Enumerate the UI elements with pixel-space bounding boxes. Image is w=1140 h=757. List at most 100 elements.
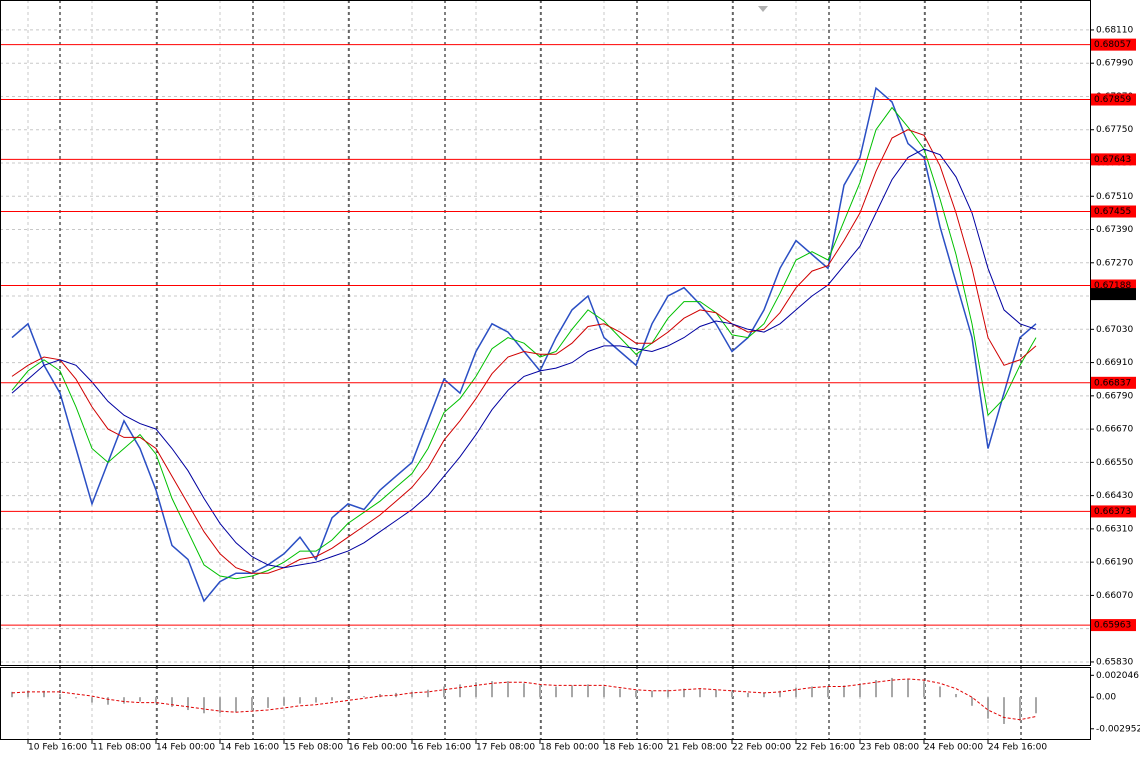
macd-bar (1035, 697, 1037, 714)
macd-bar (731, 691, 733, 698)
macd-bar (859, 683, 861, 698)
y-tick-label: -0.002952 (1096, 724, 1140, 734)
macd-bar (235, 697, 237, 713)
x-tick-label: 24 Feb 16:00 (988, 743, 1047, 753)
macd-bar (283, 697, 285, 706)
moving-average (11, 129, 1037, 574)
y-tick-label: 0.66670 (1096, 425, 1133, 435)
y-tick-label: 0.00 (1096, 693, 1116, 703)
macd-bar (891, 677, 893, 698)
macd-bar (139, 697, 141, 702)
level-label: 0.68057 (1094, 40, 1131, 50)
macd-bar (971, 697, 973, 706)
x-tick-label: 22 Feb 16:00 (796, 743, 855, 753)
macd-bar (779, 690, 781, 698)
y-tick-label: 0.67270 (1096, 258, 1133, 268)
y-tick-label: 0.67510 (1096, 192, 1133, 202)
x-tick-label: 15 Feb 08:00 (284, 743, 343, 753)
y-tick-label: 0.66070 (1096, 591, 1133, 601)
level-label-box (1091, 153, 1136, 166)
macd-bar (363, 696, 365, 698)
level-label: 0.66837 (1094, 378, 1131, 388)
x-tick-label: 16 Feb 00:00 (348, 743, 407, 753)
macd-bar (299, 697, 301, 704)
macd-bar (91, 697, 93, 703)
y-tick-label: 0.67030 (1096, 325, 1133, 335)
level-label: 0.65963 (1094, 621, 1131, 631)
x-tick-label: 22 Feb 00:00 (732, 743, 791, 753)
moving-average (11, 148, 1037, 569)
macd-bar (155, 697, 157, 703)
macd-bar (603, 686, 605, 698)
macd-bar (907, 679, 909, 698)
macd-bar (523, 683, 525, 698)
x-tick-label: 10 Feb 16:00 (28, 743, 87, 753)
macd-bar (11, 691, 13, 698)
macd-bar (331, 697, 333, 701)
macd-bar (699, 688, 701, 698)
macd-bar (555, 686, 557, 698)
macd-bar (619, 688, 621, 698)
x-tick-label: 11 Feb 08:00 (92, 743, 151, 753)
macd-bar (587, 684, 589, 698)
macd-bar (1019, 697, 1021, 721)
macd-bar (987, 697, 989, 719)
macd-bar (123, 697, 125, 704)
y-tick-label: 0.67390 (1096, 225, 1133, 235)
macd-bar (939, 686, 941, 698)
macd-bar (651, 690, 653, 698)
macd-bar (507, 681, 509, 698)
macd-bar (811, 686, 813, 698)
macd-bar (459, 684, 461, 698)
moving-average (11, 106, 1037, 580)
macd-bar (875, 680, 877, 698)
macd-bar (571, 685, 573, 698)
macd-bar (171, 697, 173, 707)
y-tick-label: 0.66430 (1096, 491, 1133, 501)
macd-bar (1003, 697, 1005, 724)
level-label: 0.67455 (1094, 207, 1131, 217)
y-tick-label: 0.65830 (1096, 657, 1133, 667)
y-tick-label: 0.67750 (1096, 125, 1133, 135)
level-label: 0.67859 (1094, 95, 1131, 105)
level-label-box (1091, 205, 1136, 218)
y-tick-label: 0.66790 (1096, 391, 1133, 401)
macd-bar (827, 686, 829, 698)
macd-bar (763, 692, 765, 698)
y-tick-label: 0.67990 (1096, 59, 1133, 69)
macd-bar (475, 682, 477, 698)
macd-bar (667, 689, 669, 698)
x-tick-label: 14 Feb 00:00 (156, 743, 215, 753)
macd-bar (107, 697, 109, 705)
level-label: 0.66373 (1094, 507, 1131, 517)
macd-bar (59, 693, 61, 698)
x-tick-label: 24 Feb 00:00 (924, 743, 983, 753)
y-tick-label: 0.68110 (1096, 25, 1133, 35)
y-tick-label: 0.66190 (1096, 558, 1133, 568)
level-label-box (1091, 505, 1136, 518)
y-tick-label: 0.002046 (1096, 671, 1139, 681)
macd-bar (795, 687, 797, 698)
level-label-box (1091, 376, 1136, 389)
frame (0, 0, 1091, 740)
y-tick-label: 0.66310 (1096, 524, 1133, 534)
y-tick-label: 0.66550 (1096, 458, 1133, 468)
x-tick-label: 18 Feb 00:00 (540, 743, 599, 753)
x-tick-label: 18 Feb 16:00 (604, 743, 663, 753)
macd-bar (75, 697, 77, 699)
macd-bar (411, 691, 413, 698)
macd-bar (267, 697, 269, 708)
macd-bar (491, 681, 493, 698)
macd-bar (635, 690, 637, 698)
level-label: 0.67188 (1094, 281, 1131, 291)
level-label: 0.67643 (1094, 155, 1131, 165)
x-tick-label: 23 Feb 08:00 (860, 743, 919, 753)
macd-bar (187, 697, 189, 711)
macd-bar (955, 693, 957, 698)
current-price-box (1091, 288, 1136, 301)
macd-bar (27, 690, 29, 698)
macd-bar (443, 686, 445, 698)
x-tick-label: 16 Feb 16:00 (412, 743, 471, 753)
macd-bar (203, 697, 205, 714)
